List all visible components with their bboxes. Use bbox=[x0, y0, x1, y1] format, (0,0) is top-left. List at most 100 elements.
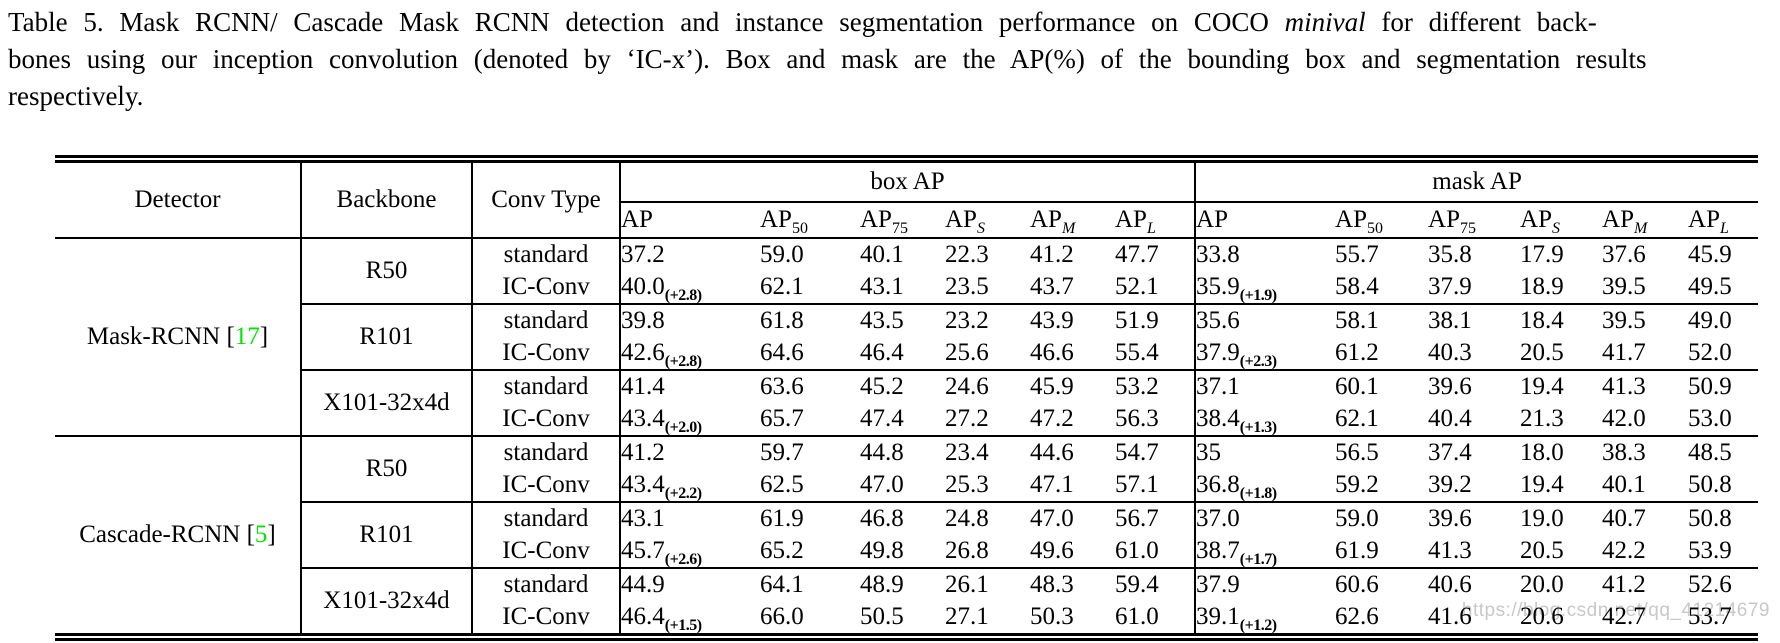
box-ap-value: 43.4(+2.2) bbox=[621, 471, 702, 502]
box-ap-value: 23.4 bbox=[945, 435, 1030, 469]
box-ap-value: 59.4 bbox=[1115, 567, 1197, 601]
table-row: Mask-RCNN [17] R50 standard 37.2 59.0 40.1 22.… bbox=[55, 237, 1759, 436]
conv-type-cell: standard bbox=[472, 369, 621, 403]
table-row: Cascade-RCNN [5] R50 standard 41.2 59.7 44.8 2… bbox=[55, 435, 1759, 637]
box-ap-value: 46.6 bbox=[1030, 339, 1074, 366]
mask-ap-value: 62.6 bbox=[1335, 603, 1379, 630]
box-ap-value: 24.6 bbox=[945, 369, 1030, 403]
mask-ap-value: 20.5 bbox=[1520, 537, 1564, 564]
header-mask-ap-group: mask AP bbox=[1195, 159, 1759, 203]
gain-annotation: (+1.9) bbox=[1239, 287, 1277, 304]
box-ap-value: 24.8 bbox=[945, 501, 1030, 535]
header-box-ap-group: box AP bbox=[620, 159, 1197, 203]
box-ap-value: 55.4 bbox=[1115, 337, 1197, 370]
caption-text: Table 5. Mask RCNN/ Cascade Mask RCNN de… bbox=[8, 7, 1285, 37]
gain-annotation: (+1.8) bbox=[1239, 485, 1277, 502]
table-row: IC-Conv 43.4(+2.0) 65.7 47.4 27.2 47.2 56.3 38.… bbox=[55, 403, 1758, 436]
conv-type-cell: IC-Conv bbox=[472, 469, 621, 502]
mask-ap-value: 38.3 bbox=[1602, 435, 1689, 469]
box-ap-value: 43.7 bbox=[1030, 273, 1074, 300]
gain-annotation: (+2.2) bbox=[664, 485, 702, 502]
box-ap-value: 65.7 bbox=[760, 405, 804, 432]
box-ap-value: 44.9 bbox=[620, 567, 760, 601]
mask-ap-value: 60.1 bbox=[1335, 369, 1429, 403]
box-ap-value: 37.2 bbox=[620, 237, 760, 271]
mask-ap-value: 20.5 bbox=[1520, 339, 1564, 366]
box-ap-value: 26.1 bbox=[945, 567, 1030, 601]
mask-ap-value: 38.4(+1.3) bbox=[1196, 405, 1277, 436]
table-row: X101-32x4d standard 41.4 63.6 45.2 24.6 45.9 53… bbox=[55, 369, 1759, 436]
mask-ap-value: 38.7(+1.7) bbox=[1196, 537, 1277, 568]
box-ap-value: 46.8 bbox=[860, 501, 945, 535]
mask-ap-value: 37.9 bbox=[1428, 273, 1472, 300]
conv-type-cell: IC-Conv bbox=[472, 403, 621, 436]
box-ap-value: 48.3 bbox=[1030, 567, 1115, 601]
box-ap-value: 57.1 bbox=[1115, 469, 1197, 502]
box-ap-value: 52.1 bbox=[1115, 271, 1197, 304]
box-ap-value: 25.3 bbox=[945, 471, 989, 498]
table-caption: Table 5. Mask RCNN/ Cascade Mask RCNN de… bbox=[8, 4, 1780, 115]
box-ap-value: 53.2 bbox=[1115, 369, 1197, 403]
mask-ap-value: 62.1 bbox=[1335, 405, 1379, 432]
box-ap-value: 47.1 bbox=[1030, 471, 1074, 498]
mask-ap-value: 45.9 bbox=[1688, 237, 1759, 271]
mask-ap-value: 61.9 bbox=[1335, 537, 1379, 564]
box-ap-value: 47.4 bbox=[860, 405, 904, 432]
mask-ap-value: 61.2 bbox=[1335, 339, 1379, 366]
box-ap-value: 47.2 bbox=[1030, 405, 1074, 432]
mask-ap-value: 58.4 bbox=[1335, 273, 1379, 300]
box-ap-value: 56.7 bbox=[1115, 501, 1197, 535]
header-backbone: Backbone bbox=[301, 159, 473, 238]
table-row: IC-Conv 46.4(+1.5) 66.0 50.5 27.1 50.3 61.0 39.… bbox=[55, 601, 1758, 637]
gain-annotation: (+1.7) bbox=[1239, 551, 1277, 568]
header-mask-apm: APM bbox=[1602, 206, 1648, 237]
results-table: Detector Backbone Conv Type box AP mask … bbox=[55, 155, 1759, 641]
mask-ap-value: 50.9 bbox=[1688, 369, 1759, 403]
mask-ap-value: 52.6 bbox=[1688, 567, 1759, 601]
header-box-apm: APM bbox=[1030, 206, 1076, 237]
conv-type-cell: IC-Conv bbox=[472, 337, 621, 370]
box-ap-value: 47.7 bbox=[1115, 237, 1197, 271]
mask-ap-value: 42.0 bbox=[1602, 405, 1646, 432]
header-mask-apl: APL bbox=[1688, 206, 1729, 237]
mask-ap-value: 41.3 bbox=[1602, 369, 1689, 403]
header-mask-aps: APS bbox=[1520, 206, 1560, 237]
box-ap-value: 61.9 bbox=[760, 501, 860, 535]
header-group-row: Detector Backbone Conv Type box AP mask … bbox=[55, 159, 1759, 238]
header-box-ap: AP bbox=[621, 206, 653, 233]
box-ap-value: 25.6 bbox=[945, 339, 989, 366]
mask-ap-value: 40.1 bbox=[1602, 471, 1646, 498]
mask-ap-value: 17.9 bbox=[1520, 237, 1603, 271]
box-ap-value: 61.8 bbox=[760, 303, 860, 337]
box-ap-value: 56.3 bbox=[1115, 403, 1197, 436]
mask-ap-value: 21.3 bbox=[1520, 405, 1564, 432]
box-ap-value: 40.1 bbox=[860, 237, 945, 271]
conv-type-cell: standard bbox=[472, 435, 621, 469]
watermark-url: https://blog.csdn.net/qq_41214679 bbox=[1461, 600, 1770, 621]
mask-ap-value: 58.1 bbox=[1335, 303, 1429, 337]
box-ap-value: 61.0 bbox=[1115, 601, 1197, 637]
mask-ap-value: 39.6 bbox=[1428, 369, 1521, 403]
gain-annotation: (+2.8) bbox=[664, 287, 702, 304]
box-ap-value: 45.7(+2.6) bbox=[621, 537, 702, 568]
box-ap-value: 27.1 bbox=[945, 603, 989, 630]
caption-italic-minival: minival bbox=[1284, 7, 1366, 37]
citation-bracket: ] bbox=[259, 323, 269, 350]
table-row: IC-Conv 45.7(+2.6) 65.2 49.8 26.8 49.6 61.0 38.… bbox=[55, 535, 1758, 568]
header-box-ap75: AP75 bbox=[860, 206, 908, 237]
caption-line-1: Table 5. Mask RCNN/ Cascade Mask RCNN de… bbox=[8, 4, 1780, 41]
box-ap-value: 64.6 bbox=[760, 339, 804, 366]
mask-ap-value: 20.0 bbox=[1520, 567, 1603, 601]
mask-ap-value: 59.2 bbox=[1335, 471, 1379, 498]
conv-type-cell: standard bbox=[472, 567, 621, 601]
mask-ap-value: 37.4 bbox=[1428, 435, 1521, 469]
mask-ap-value: 48.5 bbox=[1688, 435, 1759, 469]
box-ap-value: 42.6(+2.8) bbox=[621, 339, 702, 370]
box-ap-value: 22.3 bbox=[945, 237, 1030, 271]
mask-ap-value: 60.6 bbox=[1335, 567, 1429, 601]
mask-ap-value: 36.8(+1.8) bbox=[1196, 471, 1277, 502]
mask-ap-value: 35.6 bbox=[1195, 303, 1336, 337]
box-ap-value: 43.5 bbox=[860, 303, 945, 337]
mask-ap-value: 39.5 bbox=[1602, 273, 1646, 300]
mask-ap-value: 41.3 bbox=[1428, 537, 1472, 564]
